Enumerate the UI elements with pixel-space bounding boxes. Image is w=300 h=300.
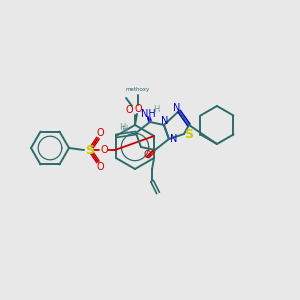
Text: S: S [184,128,194,140]
Text: N: N [170,134,178,144]
Text: O: O [100,145,108,155]
Text: H: H [119,124,125,133]
Text: O: O [96,162,104,172]
Text: O: O [143,150,151,160]
Text: S: S [85,143,94,157]
Text: H: H [153,106,159,115]
Text: NH: NH [141,109,155,119]
Text: methoxy: methoxy [126,88,150,92]
Text: N: N [161,116,169,126]
Text: N: N [173,103,181,113]
Text: O: O [134,104,142,114]
Text: H: H [121,124,127,134]
Text: O: O [125,105,133,115]
Text: O: O [96,128,104,138]
